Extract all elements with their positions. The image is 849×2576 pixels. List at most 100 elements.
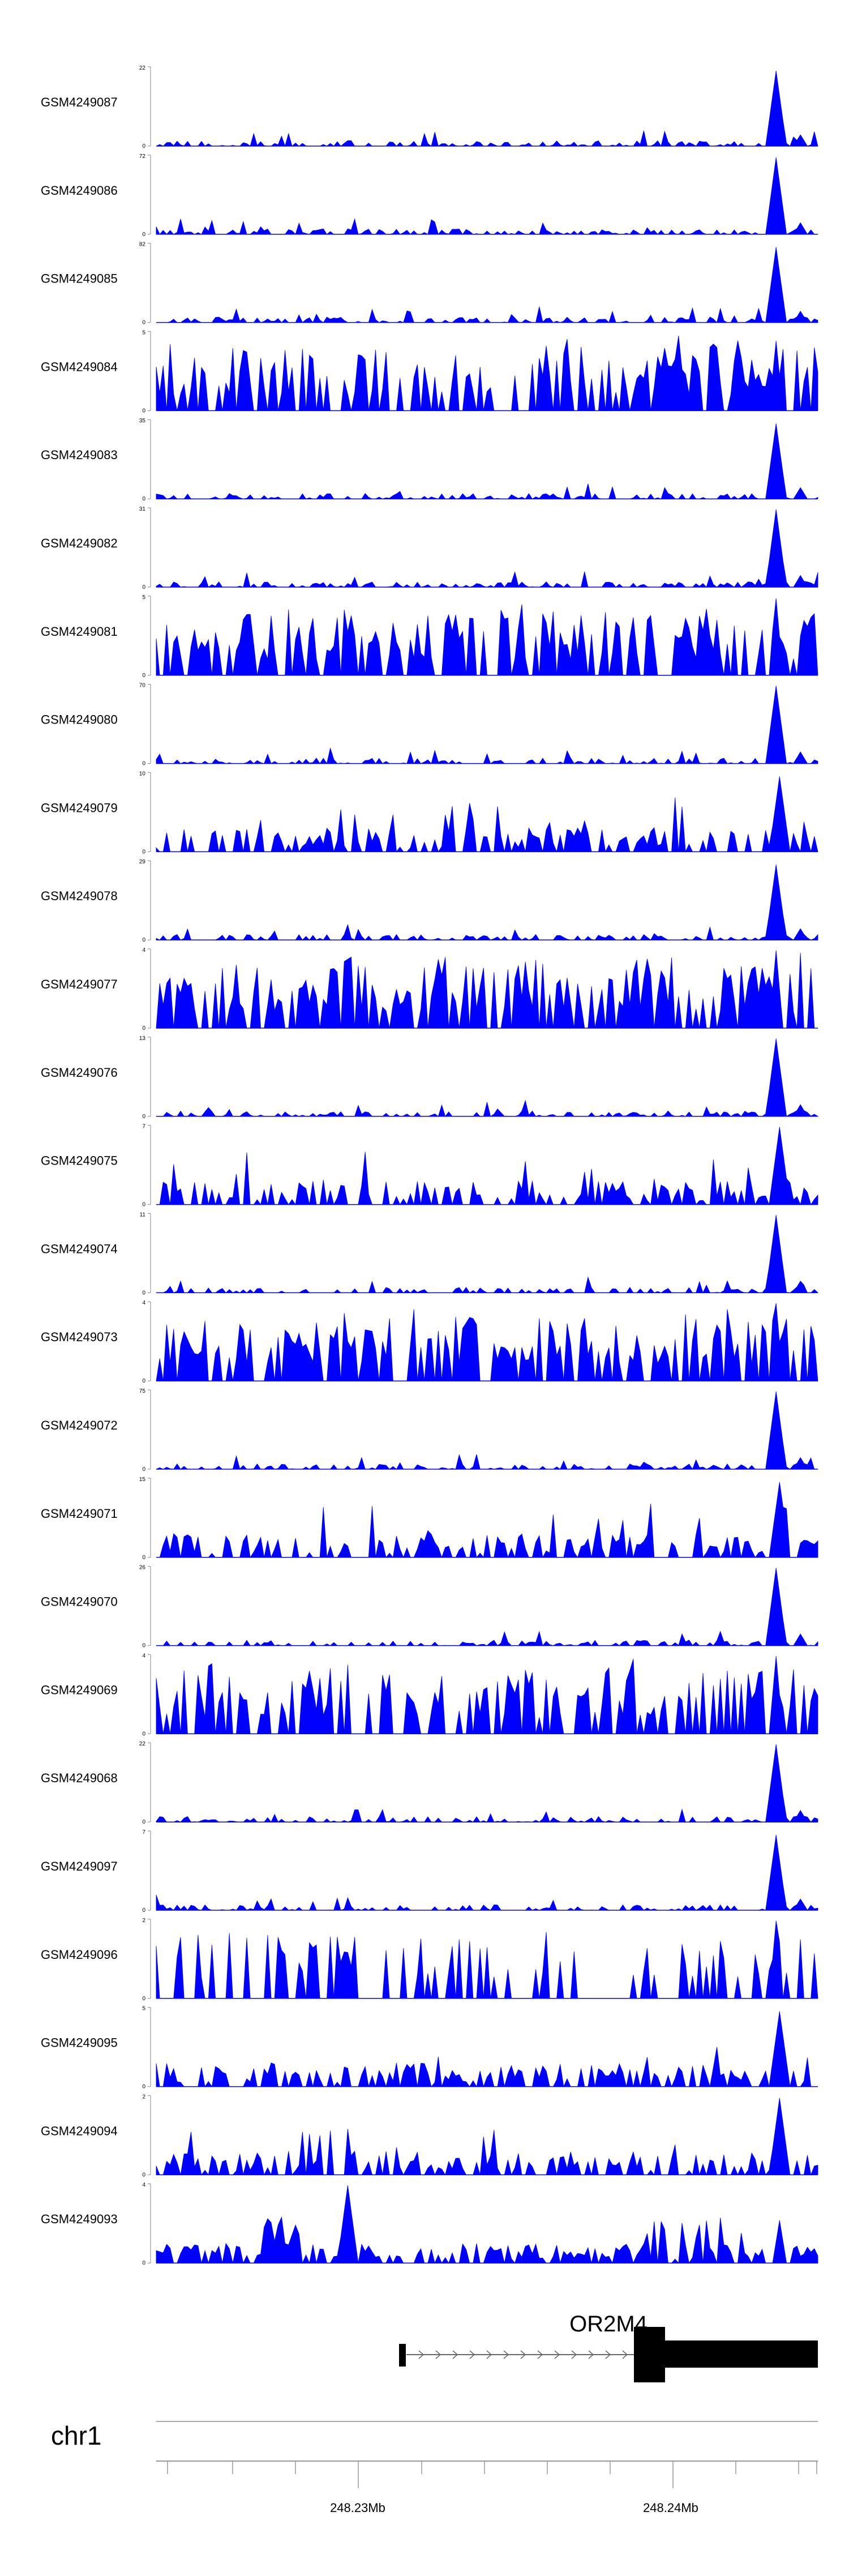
signal-tracks: GSM4249087220GSM4249086720GSM4249085820G… xyxy=(41,65,819,2266)
y-max-label: 22 xyxy=(139,1741,146,1747)
signal-area xyxy=(156,335,818,411)
y-max-label: 29 xyxy=(139,859,146,865)
y-min-label: 0 xyxy=(142,408,145,414)
signal-area xyxy=(156,157,818,235)
y-min-label: 0 xyxy=(142,320,145,326)
y-max-label: 72 xyxy=(139,153,146,160)
track-label: GSM4249074 xyxy=(41,1242,118,1256)
y-min-label: 0 xyxy=(142,143,145,149)
y-min-label: 0 xyxy=(142,1290,145,1296)
signal-area xyxy=(156,1920,818,1999)
y-min-label: 0 xyxy=(142,232,145,238)
strand-arrows xyxy=(418,2350,628,2359)
y-max-label: 26 xyxy=(139,1565,146,1571)
track-GSM4249085: GSM4249085 82 0 xyxy=(41,242,818,326)
y-min-label: 0 xyxy=(142,2172,145,2178)
y-max-label: 4 xyxy=(142,947,145,953)
track-GSM4249081: GSM4249081 5 0 xyxy=(41,594,818,679)
signal-area xyxy=(156,423,818,500)
y-max-label: 10 xyxy=(139,771,146,777)
track-GSM4249077: GSM4249077 4 0 xyxy=(41,947,818,1032)
track-GSM4249086: GSM4249086 72 0 xyxy=(41,153,818,238)
y-max-label: 4 xyxy=(142,1653,145,1659)
y-max-label: 75 xyxy=(139,1388,146,1394)
signal-area xyxy=(156,1127,818,1206)
y-min-label: 0 xyxy=(142,937,145,943)
track-GSM4249068: GSM4249068 22 0 xyxy=(41,1741,818,1825)
y-max-label: 2 xyxy=(142,1918,145,1924)
exon-start xyxy=(399,2344,406,2367)
track-GSM4249074: GSM4249074 11 0 xyxy=(41,1212,819,1296)
y-max-label: 11 xyxy=(140,1212,146,1218)
track-GSM4249078: GSM4249078 29 0 xyxy=(41,859,818,943)
signal-area xyxy=(156,2098,818,2176)
y-min-label: 0 xyxy=(142,1466,145,1473)
signal-area xyxy=(156,1391,818,1470)
y-max-label: 7 xyxy=(142,1829,145,1835)
track-GSM4249073: GSM4249073 4 0 xyxy=(41,1300,818,1384)
signal-area xyxy=(156,1656,818,1734)
genome-axis: chr1 248.23Mb 248.24Mb xyxy=(51,2421,818,2515)
track-label: GSM4249096 xyxy=(41,1948,118,1962)
y-max-label: 2 xyxy=(142,2094,145,2100)
track-GSM4249097: GSM4249097 7 0 xyxy=(41,1829,818,1914)
y-max-label: 31 xyxy=(139,506,146,512)
y-min-label: 0 xyxy=(142,2084,145,2090)
gene-track: OR2M4 xyxy=(399,2312,818,2382)
track-label: GSM4249069 xyxy=(41,1683,118,1697)
y-min-label: 0 xyxy=(142,761,145,767)
y-min-label: 0 xyxy=(142,496,145,502)
y-min-label: 0 xyxy=(142,1202,145,1208)
signal-area xyxy=(156,865,818,940)
signal-area xyxy=(156,950,818,1029)
x-tick-label: 248.24Mb xyxy=(643,2501,698,2515)
signal-area xyxy=(156,1744,818,1823)
signal-area xyxy=(156,1834,818,1911)
track-label: GSM4249083 xyxy=(41,448,118,462)
y-min-label: 0 xyxy=(142,2260,145,2266)
signal-area xyxy=(156,686,818,764)
exon-cds xyxy=(665,2340,818,2368)
y-max-label: 4 xyxy=(142,2182,145,2188)
signal-area xyxy=(156,70,818,147)
track-GSM4249087: GSM4249087 22 0 xyxy=(41,65,818,149)
track-label: GSM4249080 xyxy=(41,713,118,727)
track-GSM4249069: GSM4249069 4 0 xyxy=(41,1653,818,1737)
strand-arrow xyxy=(435,2350,441,2359)
track-label: GSM4249082 xyxy=(41,536,118,550)
track-label: GSM4249070 xyxy=(41,1595,118,1609)
y-min-label: 0 xyxy=(142,1907,145,1914)
y-max-label: 4 xyxy=(142,1300,145,1306)
y-max-label: 5 xyxy=(142,330,145,336)
strand-arrow xyxy=(469,2350,475,2359)
track-GSM4249072: GSM4249072 75 0 xyxy=(41,1388,818,1473)
y-min-label: 0 xyxy=(142,673,145,679)
strand-arrow xyxy=(588,2350,594,2359)
strand-arrow xyxy=(418,2350,424,2359)
strand-arrow xyxy=(503,2350,509,2359)
track-label: GSM4249087 xyxy=(41,95,118,109)
y-min-label: 0 xyxy=(142,1643,145,1649)
signal-area xyxy=(156,598,818,676)
y-max-label: 7 xyxy=(142,1124,145,1130)
y-min-label: 0 xyxy=(142,1114,145,1120)
x-tick-label: 248.23Mb xyxy=(330,2501,385,2515)
track-label: GSM4249075 xyxy=(41,1154,118,1168)
y-min-label: 0 xyxy=(142,1731,145,1737)
track-GSM4249075: GSM4249075 7 0 xyxy=(41,1124,818,1208)
signal-area xyxy=(156,776,818,853)
track-label: GSM4249078 xyxy=(41,889,118,903)
signal-area xyxy=(156,1303,818,1381)
track-GSM4249070: GSM4249070 26 0 xyxy=(41,1565,818,1649)
track-label: GSM4249076 xyxy=(41,1066,118,1080)
signal-area xyxy=(156,1482,818,1559)
strand-arrow xyxy=(452,2350,458,2359)
signal-area xyxy=(156,1038,819,1117)
signal-area xyxy=(156,1215,819,1294)
track-label: GSM4249085 xyxy=(41,272,118,286)
y-min-label: 0 xyxy=(142,1555,145,1561)
y-max-label: 70 xyxy=(139,683,146,689)
track-label: GSM4249093 xyxy=(41,2212,118,2226)
track-GSM4249079: GSM4249079 10 0 xyxy=(41,771,818,855)
